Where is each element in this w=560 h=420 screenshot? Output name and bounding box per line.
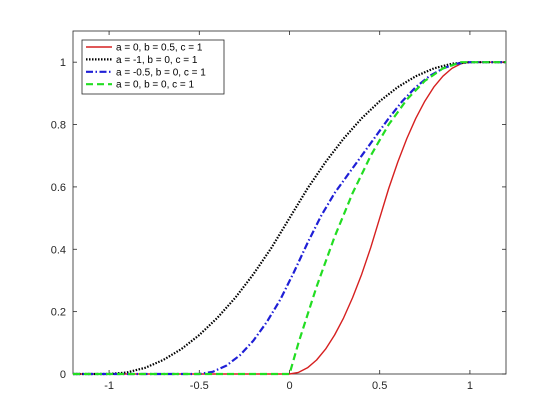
x-tick-label: -0.5 (190, 380, 209, 392)
y-tick-label: 0.2 (51, 307, 66, 319)
y-tick-label: 0.4 (51, 244, 66, 256)
x-tick-label: -1 (104, 380, 114, 392)
x-tick-label: 1 (467, 380, 473, 392)
x-tick-label: 0 (286, 380, 292, 392)
y-tick-label: 0 (60, 369, 66, 381)
x-tick-label: 0.5 (372, 380, 387, 392)
y-tick-label: 1 (60, 57, 66, 69)
legend-label-3: a = -0.5, b = 0, c = 1 (116, 67, 206, 78)
legend-label-2: a = -1, b = 0, c = 1 (116, 55, 198, 66)
y-tick-label: 0.8 (51, 120, 66, 132)
plot-area: -1 -0.5 0 0.5 1 0 0.2 0.4 0.6 0.8 1 a = 0, b = 0.5,… (51, 30, 507, 392)
series-line-2 (73, 61, 506, 376)
series-line-1 (73, 61, 506, 375)
legend-label-4: a = 0, b = 0, c = 1 (116, 80, 195, 91)
series-line-4 (73, 61, 506, 376)
legend-box (81, 39, 225, 95)
y-tick-label: 0.6 (51, 182, 66, 194)
legend-label-1: a = 0, b = 0.5, c = 1 (116, 43, 203, 54)
